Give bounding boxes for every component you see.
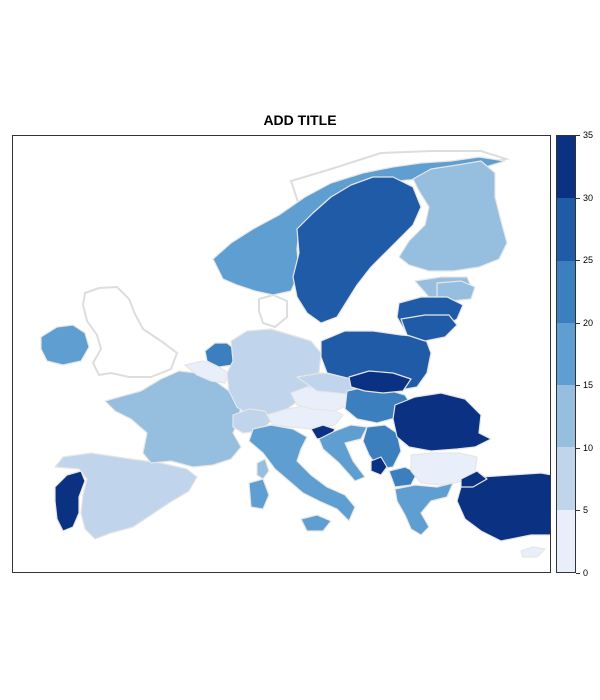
legend-band (557, 136, 575, 199)
legend-tick (576, 510, 580, 512)
legend-tick-label: 20 (583, 317, 594, 328)
country-north-macedonia[interactable] (388, 466, 418, 488)
legend-tick (576, 197, 580, 199)
legend-band (557, 260, 575, 323)
country-portugal[interactable] (54, 470, 86, 532)
map-panel (12, 135, 551, 573)
europe-choropleth-map (40, 150, 551, 558)
legend-band (557, 509, 575, 572)
country-montenegro[interactable] (370, 456, 388, 476)
country-turkey[interactable] (456, 472, 551, 542)
country-serbia[interactable] (362, 424, 402, 470)
legend-tick (576, 447, 580, 449)
color-legend (556, 135, 576, 573)
country-ireland[interactable] (40, 324, 90, 366)
legend-band (557, 447, 575, 510)
country-finland[interactable] (398, 160, 508, 272)
country-sicily[interactable] (300, 514, 332, 532)
legend-tick (576, 135, 580, 136)
country-sardinia[interactable] (248, 478, 270, 510)
denmark-outline (258, 293, 288, 329)
legend-tick-label: 30 (583, 192, 594, 203)
country-turkey-thrace[interactable] (460, 470, 488, 488)
legend-tick-label: 0 (583, 568, 589, 578)
country-spain[interactable] (54, 452, 198, 540)
legend-tick (576, 322, 580, 324)
country-croatia[interactable] (318, 424, 368, 482)
country-austria[interactable] (266, 404, 344, 430)
uk-outline (81, 285, 179, 378)
map-title: ADD TITLE (263, 112, 337, 128)
legend-tick (576, 385, 580, 387)
country-latvia-east[interactable] (400, 314, 458, 342)
legend-band (557, 385, 575, 448)
legend-tick-label: 25 (583, 255, 594, 266)
country-romania[interactable] (392, 392, 492, 452)
legend-tick-label: 10 (583, 442, 594, 453)
country-cyprus[interactable] (520, 546, 546, 558)
country-slovakia-east[interactable] (348, 370, 412, 394)
legend-band (557, 322, 575, 386)
country-france[interactable] (104, 370, 242, 468)
legend-tick-label: 5 (583, 505, 589, 516)
legend-tick-label: 15 (583, 380, 594, 391)
country-sweden[interactable] (292, 176, 422, 324)
country-corsica[interactable] (256, 458, 270, 480)
legend-band (557, 198, 575, 261)
country-greece[interactable] (394, 482, 454, 536)
countries-layer (40, 156, 551, 558)
legend-tick (576, 573, 580, 574)
legend-tick (576, 260, 580, 262)
legend-tick-label: 35 (583, 130, 594, 140)
country-italy[interactable] (248, 424, 356, 522)
